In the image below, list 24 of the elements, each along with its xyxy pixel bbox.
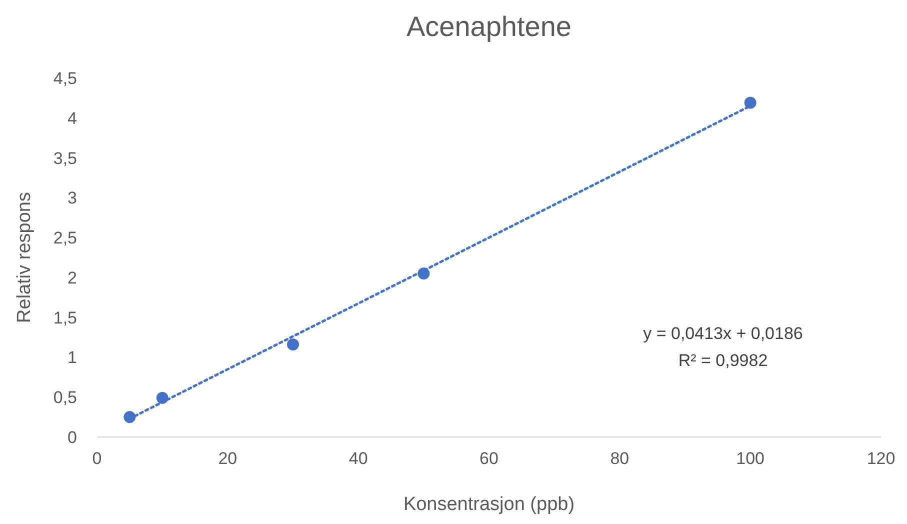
point	[744, 96, 756, 109]
x-tick-label: 60	[480, 449, 498, 468]
x-tick-label: 120	[866, 449, 896, 468]
y-axis-title: Relativ respons	[14, 192, 35, 323]
x-axis-title: Konsentrasjon (ppb)	[403, 494, 575, 515]
y-tick-label: 4	[68, 108, 77, 128]
x-tick-label: 100	[736, 449, 765, 468]
y-tick-label: 1,5	[53, 308, 77, 328]
y-tick-label: 2,5	[53, 228, 77, 248]
x-tick-label: 0	[92, 449, 102, 468]
chart-title: Acenaphtene	[406, 11, 572, 42]
y-tick-label: 0	[68, 428, 77, 447]
y-tick-label: 3	[68, 188, 77, 208]
annotation: R² = 0,9982	[678, 351, 768, 370]
x-tick-label: 20	[218, 449, 238, 468]
annotation: y = 0,0413x + 0,0186	[643, 324, 803, 343]
x-tick-label: 40	[348, 449, 368, 468]
y-tick-label: 2	[68, 268, 77, 288]
y-tick-label: 1	[68, 348, 77, 368]
y-tick-label: 0,5	[53, 388, 77, 408]
y-tick-label: 4,5	[53, 69, 77, 88]
y-tick-label: 3,5	[53, 148, 77, 168]
x-tick-label: 80	[610, 449, 630, 468]
point	[287, 338, 299, 350]
